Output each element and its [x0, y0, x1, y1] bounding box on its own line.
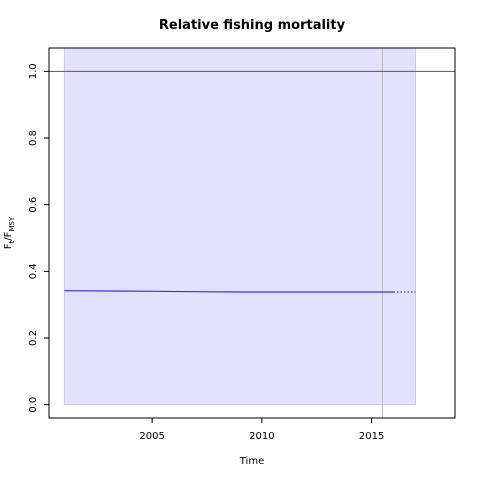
plot-area — [49, 47, 455, 418]
x-axis: 2005 2010 2015 — [139, 418, 384, 442]
x-tick-label: 2010 — [249, 431, 274, 442]
y-tick-label: 0.6 — [28, 197, 39, 213]
y-tick-label: 0.4 — [28, 263, 39, 279]
y-axis-label-sub: t — [8, 240, 16, 243]
x-tick-label: 2005 — [139, 431, 164, 442]
x-tick-label: 2015 — [359, 431, 384, 442]
confidence-band — [63, 47, 416, 406]
y-axis-label-base: F — [3, 243, 14, 249]
y-tick-label: 0.0 — [28, 397, 39, 413]
y-tick-label: 0.8 — [28, 130, 39, 146]
y-tick-label: 0.2 — [28, 330, 39, 346]
series-line-estimate — [64, 290, 394, 293]
y-axis-label: Ft/FMSY — [3, 216, 16, 249]
y-axis-label-sep: /F — [3, 231, 14, 240]
plot-frame — [48, 47, 456, 419]
y-tick-label: 1.0 — [28, 63, 39, 79]
chart-title: Relative fishing mortality — [159, 18, 346, 33]
y-axis: 0.0 0.2 0.4 0.6 0.8 1.0 — [28, 63, 49, 413]
x-axis-label: Time — [239, 456, 264, 467]
y-axis-label-sub2: MSY — [8, 216, 16, 231]
